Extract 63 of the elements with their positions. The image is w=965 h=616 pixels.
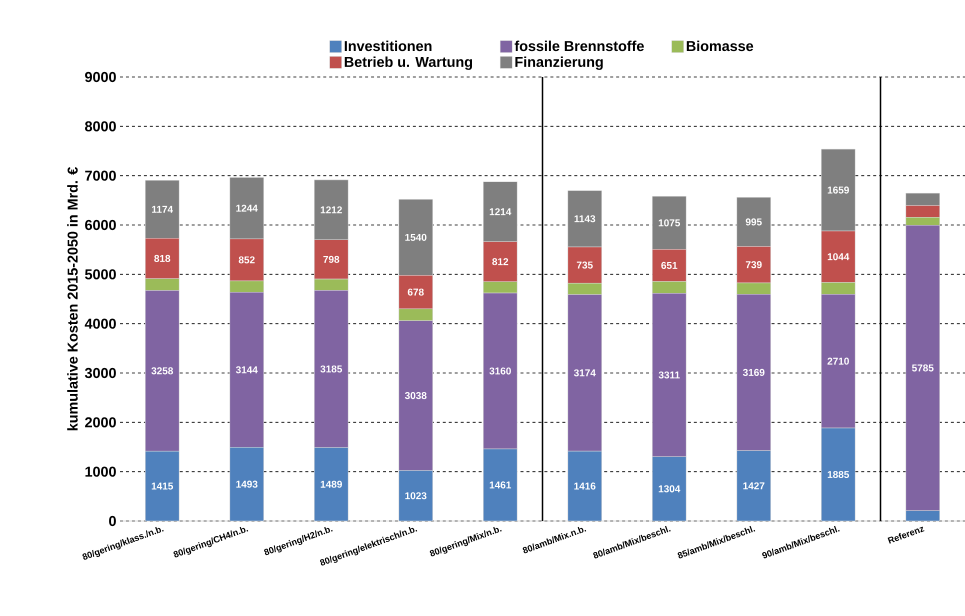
y-tick-label: 7000 (85, 170, 116, 181)
data-label: 1427 (743, 482, 764, 490)
y-tick-label: 3000 (84, 368, 116, 378)
bar (314, 447, 348, 521)
data-label: 2710 (828, 358, 849, 365)
data-label: 3174 (574, 369, 596, 376)
data-label: 3311 (658, 371, 680, 379)
data-label: 995 (746, 218, 762, 226)
data-label: 678 (408, 288, 424, 296)
data-label: 739 (746, 261, 762, 268)
data-label: 1461 (490, 481, 512, 488)
data-label: 1075 (658, 219, 680, 226)
data-label: 3185 (320, 365, 342, 373)
data-label: 1885 (828, 470, 850, 478)
bar (906, 510, 940, 521)
legend-label: Investitionen (344, 40, 432, 52)
data-label: 1540 (405, 234, 426, 241)
data-label: 1493 (236, 480, 258, 488)
data-label: 1044 (828, 253, 850, 260)
data-label: 818 (154, 254, 170, 262)
bar (736, 450, 771, 521)
bar (230, 447, 264, 521)
data-label: 1244 (236, 204, 258, 212)
y-tick-label: 8000 (85, 121, 116, 132)
y-tick-label: 2000 (85, 417, 116, 428)
y-tick-label: 6000 (85, 220, 116, 230)
bar (398, 470, 433, 521)
data-label: 3160 (489, 367, 511, 375)
data-label: 1489 (320, 480, 342, 488)
legend-label: Finanzierung (515, 56, 603, 70)
y-tick-label: 1000 (85, 466, 116, 477)
data-label: 812 (492, 258, 508, 266)
data-label: 735 (576, 262, 593, 269)
data-label: 3258 (151, 367, 174, 374)
data-label: 1212 (320, 206, 342, 214)
data-label: 1304 (658, 485, 680, 492)
y-tick-label: 5000 (85, 269, 116, 280)
legend-label: Biomasse (686, 40, 754, 52)
data-label: 1023 (405, 492, 426, 500)
y-tick-label: 0 (109, 516, 116, 526)
legend-label: Betrieb u. Wartung (344, 56, 472, 70)
bar (568, 450, 602, 521)
data-label: 1143 (574, 215, 596, 222)
data-label: 798 (323, 256, 340, 263)
data-label: 1415 (152, 482, 174, 490)
y-axis-title: kumulative Kosten 2015-2050 in Mrd. € (67, 167, 78, 430)
data-label: 3169 (742, 368, 764, 376)
data-label: 651 (661, 262, 678, 269)
y-tick-label: 4000 (84, 318, 116, 329)
data-label: 852 (238, 256, 255, 264)
legend-label: fossile Brennstoffe (514, 40, 644, 52)
bar (652, 456, 686, 521)
data-label: 5785 (912, 364, 934, 372)
data-label: 3144 (236, 366, 258, 374)
bar (145, 450, 180, 521)
data-label: 1174 (152, 206, 173, 213)
data-label: 1214 (490, 208, 512, 216)
bar (483, 448, 518, 521)
data-label: 1416 (574, 482, 596, 490)
data-label: 3038 (404, 392, 427, 400)
y-tick-label: 9000 (85, 72, 116, 82)
bar (821, 428, 856, 521)
data-label: 1659 (828, 186, 849, 194)
